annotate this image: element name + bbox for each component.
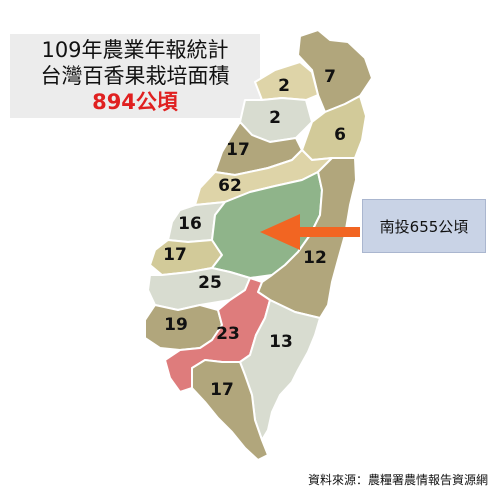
- label-changhua: 16: [178, 214, 202, 234]
- callout-arrow: [260, 214, 360, 250]
- label-hsinchu: 2: [269, 108, 281, 128]
- region-pingtung: [191, 359, 269, 461]
- label-keelung-ne: 7: [324, 67, 336, 87]
- title-line-2: 台灣百香果栽培面積: [40, 63, 230, 88]
- title-box: 109年農業年報統計 台灣百香果栽培面積 894公頃: [10, 34, 260, 118]
- label-miaoli: 17: [226, 140, 250, 160]
- label-pingtung: 17: [210, 380, 234, 400]
- label-yunlin: 17: [163, 245, 187, 265]
- callout-arrow-head: [260, 214, 300, 250]
- label-hualien: 12: [303, 248, 327, 268]
- label-yilan: 6: [334, 125, 346, 145]
- label-taichung: 62: [218, 176, 242, 196]
- label-tainan: 19: [164, 315, 188, 335]
- title-total: 894公頃: [92, 90, 178, 115]
- label-taoyuan: 2: [278, 76, 290, 96]
- region-taitung: [239, 299, 321, 441]
- label-kaohsiung: 23: [216, 324, 240, 344]
- nantou-callout: 南投655公頃: [362, 199, 486, 253]
- label-chiayi: 25: [198, 273, 222, 293]
- title-line-1: 109年農業年報統計: [41, 37, 229, 62]
- label-taitung: 13: [269, 332, 293, 352]
- source-note: 資料來源：農糧署農情報告資源網: [307, 473, 488, 487]
